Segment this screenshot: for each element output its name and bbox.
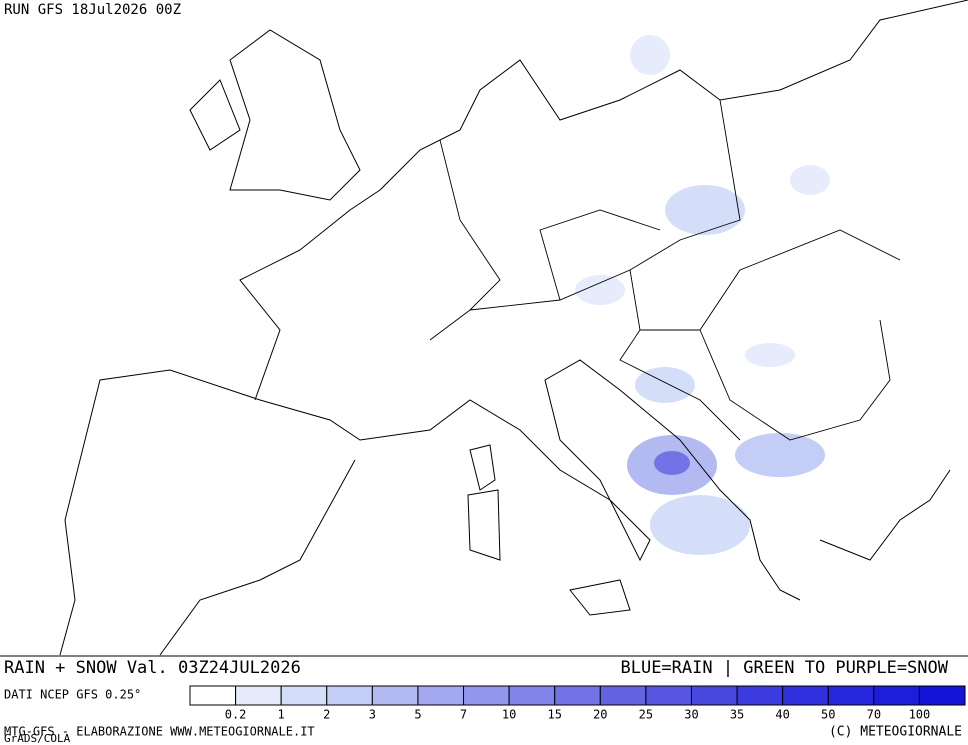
legend-label: 25 [639, 708, 653, 722]
map-frame [0, 0, 968, 656]
footer-right: (C) METEOGIORNALE [829, 725, 962, 740]
legend-source: DATI NCEP GFS 0.25° [4, 688, 141, 702]
legend-swatch [280, 685, 328, 706]
country-border [429, 99, 901, 441]
legend-label: 35 [730, 708, 744, 722]
legend-label: 7 [460, 708, 467, 722]
legend: 0.2 1 2 3 5 7 10 15 20 25 30 35 40 50 70 100 [189, 685, 966, 722]
legend-label: 2 [323, 708, 330, 722]
legend-swatch [189, 685, 237, 706]
footer-left: MTG-GFS - ELABORAZIONE WWW.METEOGIORNALE… [4, 725, 315, 739]
legend-swatch [918, 685, 966, 706]
footer-credit: GrADS/COLA [4, 732, 71, 745]
legend-swatch [554, 685, 601, 706]
legend-label: 10 [502, 708, 516, 722]
legend-swatch [326, 685, 373, 706]
legend-swatch [827, 685, 875, 706]
legend-swatch [463, 685, 510, 706]
legend-swatch [417, 685, 465, 706]
legend-label: 40 [775, 708, 789, 722]
legend-swatch [371, 685, 419, 706]
coastline [189, 29, 361, 201]
legend-swatch [235, 685, 282, 706]
legend-label: 100 [909, 708, 931, 722]
legend-label: 15 [547, 708, 561, 722]
legend-swatch [645, 685, 692, 706]
legend-swatch [599, 685, 647, 706]
island [467, 444, 631, 616]
legend-swatch [782, 685, 829, 706]
legend-label: 30 [684, 708, 698, 722]
legend-label: 70 [867, 708, 881, 722]
run-label: RUN GFS 18Jul2026 00Z [4, 2, 181, 18]
legend-swatch [736, 685, 784, 706]
legend-label: 5 [414, 708, 421, 722]
legend-label: 3 [369, 708, 376, 722]
precipitation [575, 35, 830, 555]
title-left: RAIN + SNOW Val. 03Z24JUL2026 [4, 658, 301, 678]
coastline [59, 359, 951, 656]
legend-label: 1 [278, 708, 285, 722]
legend-swatch [873, 685, 920, 706]
title-right: BLUE=RAIN | GREEN TO PURPLE=SNOW [620, 658, 948, 678]
map: RUN GFS 18Jul2026 00Z [0, 0, 968, 656]
legend-label: 50 [821, 708, 835, 722]
coastline [239, 0, 968, 401]
legend-swatch [508, 685, 556, 706]
legend-label: 20 [593, 708, 607, 722]
legend-label: 0.2 [225, 708, 247, 722]
legend-swatch [690, 685, 738, 706]
